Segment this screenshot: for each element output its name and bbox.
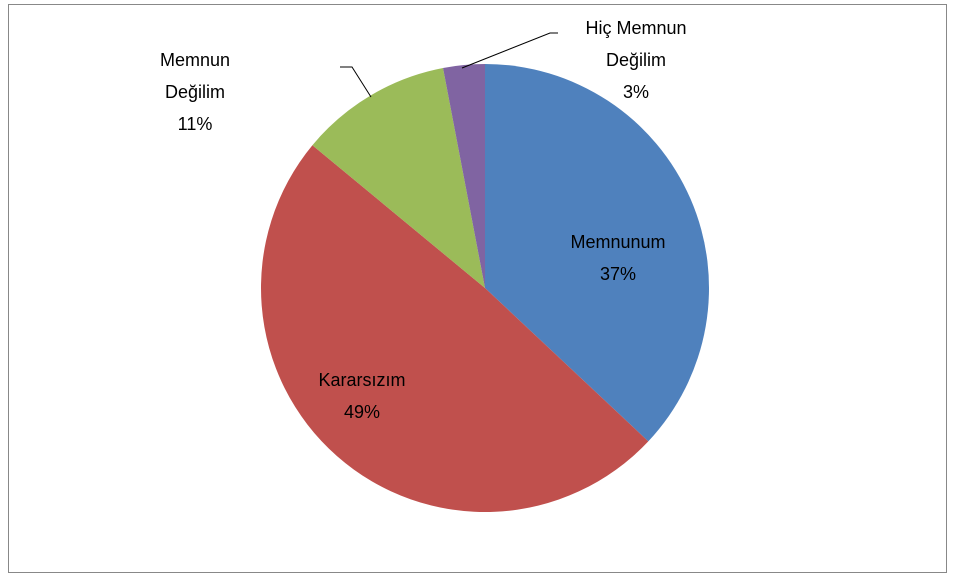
data-label: Memnunum 37% [538, 226, 698, 290]
data-label: Kararsızım 49% [282, 364, 442, 428]
pie-slice [485, 64, 710, 442]
data-label: Memnun Değilim 11% [140, 44, 250, 140]
value-label: 3% [622, 82, 649, 102]
category-label: Memnun Değilim [159, 50, 231, 102]
category-label: Hiç Memnun Değilim [585, 18, 687, 70]
category-label: Kararsızım [318, 370, 406, 390]
pie-slice [443, 64, 485, 288]
value-label: 49% [343, 402, 381, 422]
value-label: 37% [599, 264, 637, 284]
leader-line [461, 32, 558, 69]
pie-slice [312, 67, 485, 289]
leader-line [340, 66, 372, 98]
data-label: Hiç Memnun Değilim 3% [566, 12, 706, 108]
slices [260, 64, 710, 513]
pie-slice [260, 145, 649, 513]
value-label: 11% [177, 114, 213, 134]
category-label: Memnunum [570, 232, 666, 252]
